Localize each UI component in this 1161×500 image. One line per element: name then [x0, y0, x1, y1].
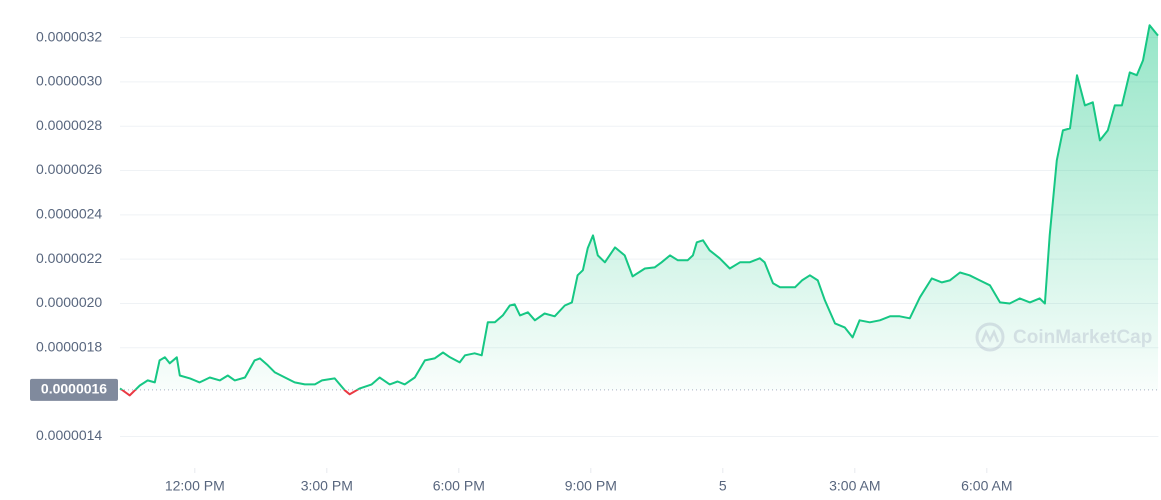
x-tick-label: 12:00 PM: [165, 478, 225, 494]
y-tick-label: 0.0000028: [36, 117, 102, 133]
watermark: CoinMarketCap: [975, 322, 1152, 352]
y-tick-label: 0.0000018: [36, 339, 102, 355]
y-tick-label: 0.0000014: [36, 427, 102, 443]
reference-label-box: [30, 378, 118, 401]
y-tick-label: 0.0000032: [36, 28, 102, 44]
x-tick-label: 3:00 AM: [829, 478, 880, 494]
watermark-logo: [975, 322, 1005, 352]
y-tick-label: 0.0000026: [36, 161, 102, 177]
watermark-logo-mark: [980, 328, 1000, 343]
reference-label: 0.0000016: [41, 381, 107, 397]
x-tick-label: 6:00 PM: [433, 478, 485, 494]
y-tick-label: 0.0000020: [36, 294, 102, 310]
price-area: [120, 25, 1158, 390]
watermark-text: CoinMarketCap: [1013, 327, 1152, 348]
x-tick-label: 9:00 PM: [565, 478, 617, 494]
x-tick-label: 3:00 PM: [301, 478, 353, 494]
y-tick-label: 0.0000024: [36, 206, 102, 222]
y-tick-label: 0.0000022: [36, 250, 102, 266]
price-line-up: [119, 24, 1159, 390]
y-tick-label: 0.0000030: [36, 73, 102, 89]
x-tick-label: 6:00 AM: [961, 478, 1012, 494]
x-tick-label: 5: [719, 478, 727, 494]
